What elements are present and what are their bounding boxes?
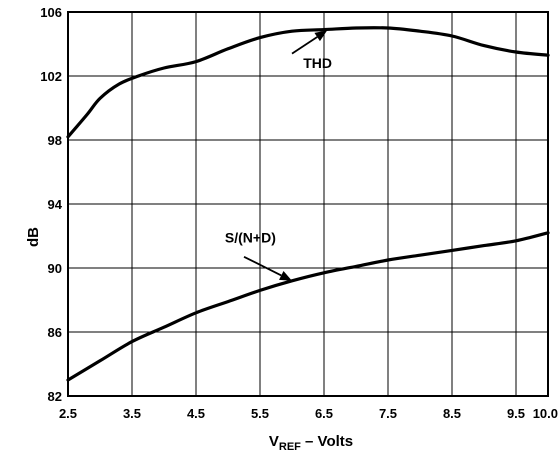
grid-lines	[67, 11, 549, 397]
x-tick-label: 6.5	[315, 406, 333, 421]
series-line-s-n-d	[66, 231, 550, 382]
y-tick-label: 106	[40, 5, 62, 20]
x-axis-label-main: V	[269, 433, 279, 450]
annotation-arrow-thd	[291, 36, 318, 55]
x-tick-labels: 2.5 3.5 4.5 5.5 6.5 7.5 8.5 9.5 10.0	[59, 406, 558, 421]
y-tick-label: 102	[40, 69, 62, 84]
x-tick-label: 7.5	[379, 406, 397, 421]
annotation-arrowhead-thd	[314, 30, 328, 42]
series-line-thd	[66, 26, 550, 139]
y-tick-labels: 82 86 90 94 98 102 106	[40, 5, 62, 404]
x-axis-label-subscript: REF	[279, 441, 301, 450]
annotation-label-s-n-d: S/(N+D)	[225, 229, 276, 245]
x-tick-label: 4.5	[187, 406, 205, 421]
y-axis-label-text: dB	[25, 227, 42, 247]
plot-frame	[67, 11, 549, 397]
annotation-arrowhead-s-n-d	[279, 270, 292, 281]
y-tick-label: 98	[48, 133, 62, 148]
y-tick-label: 90	[48, 261, 62, 276]
annotation-arrow-s-n-d	[243, 255, 282, 277]
x-tick-label: 10.0	[533, 406, 558, 421]
y-tick-label: 86	[48, 325, 62, 340]
series-curves	[66, 26, 550, 382]
x-axis-label-suffix: – Volts	[301, 433, 353, 450]
annotation-label-thd: THD	[303, 55, 332, 71]
x-axis-label: VREF – Volts	[269, 433, 353, 450]
y-tick-label: 94	[48, 197, 63, 212]
y-tick-label: 82	[48, 389, 62, 404]
x-tick-label: 3.5	[123, 406, 141, 421]
annotations: THD S/(N+D)	[225, 30, 332, 281]
x-tick-label: 5.5	[251, 406, 269, 421]
y-axis-label: dB	[25, 227, 42, 247]
x-tick-label: 9.5	[507, 406, 525, 421]
x-tick-label: 8.5	[443, 406, 461, 421]
x-tick-label: 2.5	[59, 406, 77, 421]
